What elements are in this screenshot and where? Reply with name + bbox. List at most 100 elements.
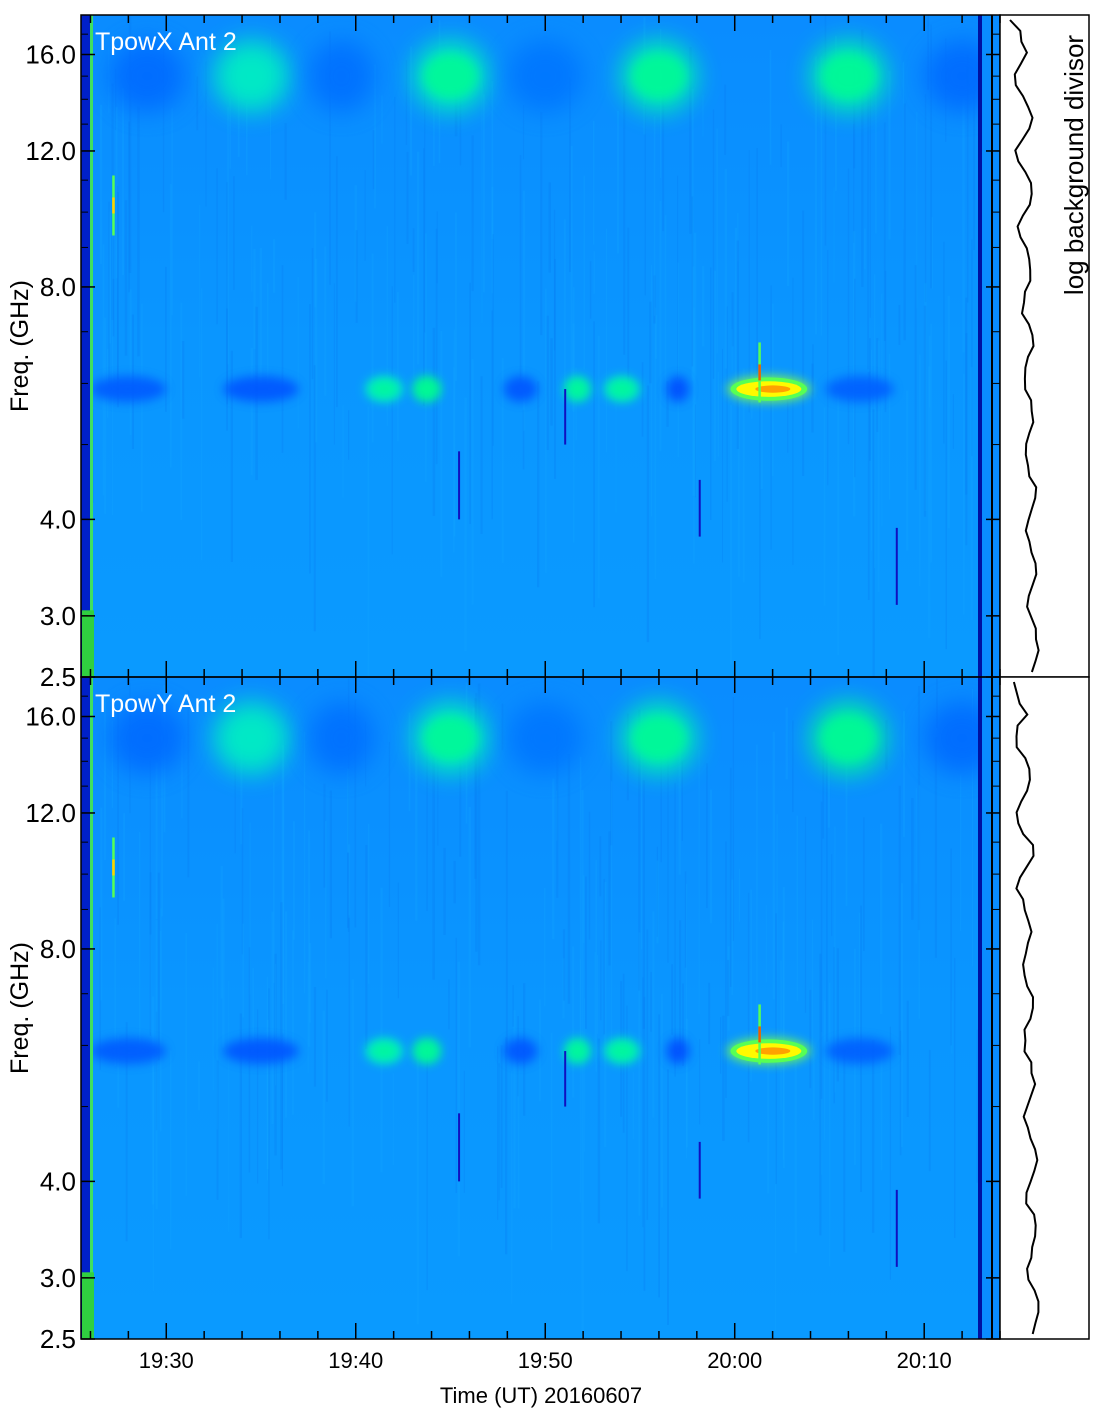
texture-streak [641, 362, 644, 437]
texture-streak [775, 1069, 777, 1331]
texture-streak [552, 778, 555, 940]
texture-streak [250, 347, 253, 476]
texture-streak [241, 808, 244, 955]
emission-band [825, 1038, 894, 1065]
texture-streak [726, 306, 728, 502]
texture-streak [924, 283, 927, 512]
texture-streak [615, 392, 617, 513]
texture-streak [792, 277, 794, 566]
texture-streak [833, 947, 835, 1104]
texture-streak [583, 175, 586, 370]
right-edge-strip [978, 677, 982, 1339]
texture-streak [155, 920, 158, 1210]
texture-streak [691, 196, 694, 367]
emission-band-core [609, 381, 635, 397]
texture-streak [756, 148, 759, 377]
texture-streak [351, 979, 354, 1207]
x-tick-label: 19:50 [518, 1348, 573, 1373]
texture-streak [272, 782, 275, 983]
y-tick-label: 8.0 [40, 934, 76, 964]
texture-streak [281, 265, 284, 453]
texture-streak [827, 757, 831, 828]
texture-streak [544, 887, 546, 1007]
texture-streak [181, 341, 185, 419]
texture-streak [796, 815, 799, 1002]
texture-streak [550, 338, 553, 426]
emission-band-core [568, 1043, 587, 1059]
texture-streak [826, 750, 828, 1042]
texture-streak [588, 811, 591, 940]
texture-streak [573, 287, 575, 543]
texture-streak [652, 911, 655, 1118]
texture-streak [453, 329, 456, 537]
texture-streak [368, 823, 370, 984]
texture-streak [917, 686, 921, 931]
texture-streak [760, 386, 763, 490]
emission-band-peak [755, 385, 791, 393]
texture-streak [971, 239, 973, 457]
texture-streak [906, 1000, 909, 1117]
texture-streak [936, 678, 938, 728]
texture-streak [837, 378, 840, 656]
texture-streak [770, 285, 772, 550]
texture-streak [594, 951, 596, 1062]
texture-streak [693, 307, 695, 564]
texture-streak [877, 340, 880, 593]
texture-streak [627, 227, 630, 389]
texture-streak [157, 872, 160, 1061]
panel-1-divisor-profile [1009, 19, 1040, 673]
texture-streak [780, 960, 782, 1111]
texture-streak [128, 121, 130, 293]
texture-streak [545, 288, 547, 573]
texture-streak [259, 247, 262, 386]
texture-streak [653, 116, 656, 316]
emission-band [90, 1038, 167, 1065]
emission-band [223, 1038, 299, 1065]
texture-streak [579, 959, 581, 1203]
texture-streak [335, 156, 338, 408]
y-tick-label: 16.0 [25, 701, 76, 731]
texture-streak [150, 919, 152, 1032]
left-edge-strip [81, 677, 90, 1339]
texture-streak [737, 212, 739, 262]
texture-streak [843, 1049, 846, 1252]
texture-streak [603, 878, 605, 1035]
texture-streak [819, 953, 822, 1236]
texture-streak [852, 231, 856, 517]
texture-streak [924, 94, 927, 303]
texture-streak [553, 209, 556, 351]
flare-core [112, 859, 115, 876]
texture-streak [388, 742, 391, 907]
texture-streak [347, 844, 351, 918]
texture-streak [433, 99, 435, 166]
texture-streak [660, 993, 663, 1208]
texture-streak [820, 56, 823, 336]
panel-1-side-panel [999, 14, 1090, 678]
texture-streak [416, 151, 420, 365]
texture-streak [593, 321, 595, 608]
texture-streak [822, 747, 825, 839]
texture-streak [222, 898, 225, 1048]
texture-streak [742, 368, 745, 583]
texture-streak [677, 175, 679, 380]
texture-streak [572, 946, 575, 1098]
texture-streak [720, 1017, 722, 1074]
texture-streak [282, 740, 285, 1005]
texture-streak [425, 233, 427, 482]
texture-streak [831, 854, 833, 937]
texture-streak [297, 276, 299, 429]
texture-streak [642, 977, 644, 1228]
texture-streak [685, 1018, 689, 1148]
texture-streak [604, 881, 607, 1148]
texture-streak [308, 830, 311, 1047]
x-tick-label: 20:00 [707, 1348, 762, 1373]
texture-streak [114, 918, 117, 1067]
texture-streak [738, 868, 741, 922]
panel-2-title: TpowY Ant 2 [95, 690, 236, 718]
texture-streak [965, 297, 968, 495]
texture-streak [845, 759, 848, 907]
panel-2-side-panel [999, 676, 1090, 1340]
texture-streak [649, 301, 652, 384]
texture-streak [284, 123, 287, 200]
texture-streak [691, 88, 694, 381]
